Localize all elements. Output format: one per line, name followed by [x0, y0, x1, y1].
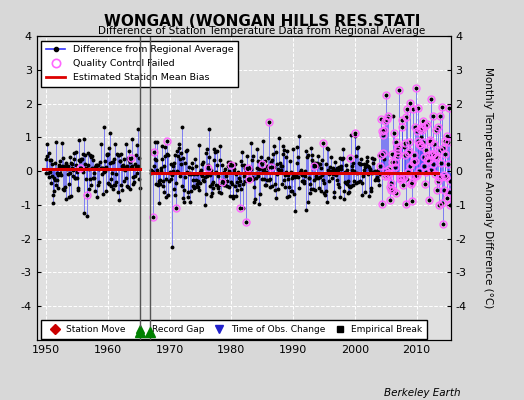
Text: Berkeley Earth: Berkeley Earth: [385, 388, 461, 398]
Text: WONGAN (WONGAN HILLS RES.STATI: WONGAN (WONGAN HILLS RES.STATI: [104, 14, 420, 29]
Text: Difference of Station Temperature Data from Regional Average: Difference of Station Temperature Data f…: [99, 26, 425, 36]
Y-axis label: Monthly Temperature Anomaly Difference (°C): Monthly Temperature Anomaly Difference (…: [483, 67, 493, 309]
Legend: Station Move, Record Gap, Time of Obs. Change, Empirical Break: Station Move, Record Gap, Time of Obs. C…: [41, 320, 427, 338]
